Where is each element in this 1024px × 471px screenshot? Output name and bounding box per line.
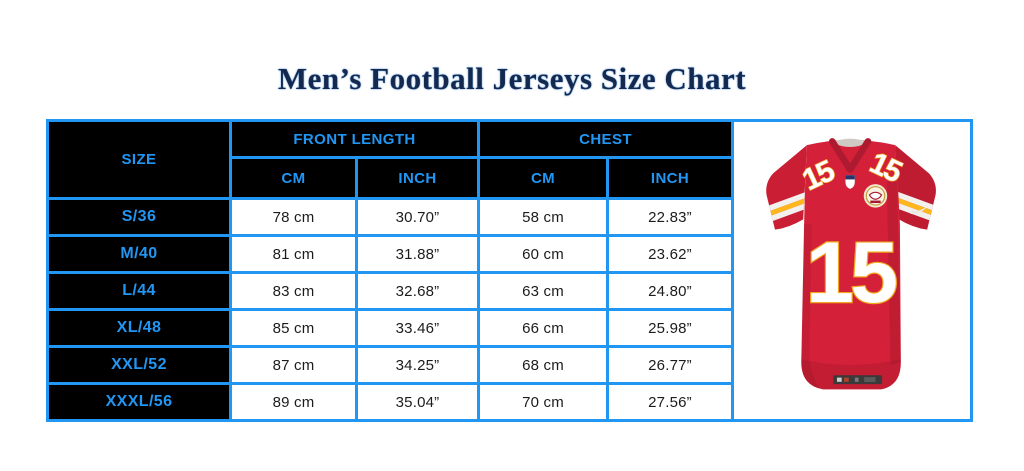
size-label: XXL/52 — [46, 345, 232, 385]
jersey-image: 15 15 15 — [766, 137, 936, 389]
front-inch-value: 31.88” — [354, 234, 481, 274]
jersey-front-number: 15 — [806, 224, 896, 320]
front-inch-value: 32.68” — [354, 271, 481, 311]
header-front-cm: CM — [229, 156, 358, 200]
jersey-image-panel: 15 15 15 — [734, 119, 974, 422]
chest-cm-value: 66 cm — [477, 308, 610, 348]
table-header-row-groups: SIZE FRONT LENGTH CHEST — [46, 119, 735, 200]
chest-cm-value: 68 cm — [477, 345, 610, 385]
nfl-shield-icon — [845, 174, 855, 189]
front-cm-value: 81 cm — [229, 234, 358, 274]
chiefs-patch-icon — [863, 183, 888, 208]
right-sleeve-stripes — [895, 187, 936, 230]
header-front-inch: INCH — [354, 156, 481, 200]
header-front-length: FRONT LENGTH — [228, 119, 481, 159]
size-label: L/44 — [46, 271, 232, 311]
front-cm-value: 83 cm — [229, 271, 358, 311]
table-row-m40: M/40 81 cm 31.88” 60 cm 23.62” — [46, 234, 735, 274]
front-cm-value: 89 cm — [229, 382, 358, 422]
chest-cm-value: 70 cm — [477, 382, 610, 422]
jersey-side-shade-right — [886, 181, 901, 365]
size-label: XL/48 — [46, 308, 232, 348]
front-cm-value: 87 cm — [229, 345, 358, 385]
size-label: S/36 — [46, 197, 232, 237]
chest-cm-value: 58 cm — [477, 197, 610, 237]
chest-inch-value: 27.56” — [606, 382, 735, 422]
chest-inch-value: 22.83” — [606, 197, 735, 237]
header-chest-inch: INCH — [606, 156, 735, 200]
front-inch-value: 30.70” — [354, 197, 481, 237]
chest-inch-value: 23.62” — [606, 234, 735, 274]
jersey-vneck-trim — [829, 137, 872, 173]
front-cm-value: 78 cm — [229, 197, 358, 237]
header-chest: CHEST — [477, 119, 735, 159]
size-label: M/40 — [46, 234, 232, 274]
hem-tag — [833, 374, 883, 384]
size-label: XXXL/56 — [46, 382, 232, 422]
table-row-s36: S/36 78 cm 30.70” 58 cm 22.83” — [46, 197, 735, 237]
table-row-xxl52: XXL/52 87 cm 34.25” 68 cm 26.77” — [46, 345, 735, 385]
table-row-l44: L/44 83 cm 32.68” 63 cm 24.80” — [46, 271, 735, 311]
front-inch-value: 35.04” — [354, 382, 481, 422]
chest-cm-value: 63 cm — [477, 271, 610, 311]
chest-cm-value: 60 cm — [477, 234, 610, 274]
table-header-row-units: CM INCH CM INCH — [48, 156, 735, 200]
chest-inch-value: 26.77” — [606, 345, 735, 385]
chest-inch-value: 24.80” — [606, 271, 735, 311]
table-row-xl48: XL/48 85 cm 33.46” 66 cm 25.98” — [46, 308, 735, 348]
jersey-inner-collar — [832, 138, 868, 147]
front-inch-value: 33.46” — [354, 308, 481, 348]
size-chart-table: SIZE FRONT LENGTH CHEST CM INCH CM INCH … — [46, 119, 735, 422]
table-row-xxxl56: XXXL/56 89 cm 35.04” 70 cm 27.56” — [46, 382, 735, 422]
header-chest-cm: CM — [477, 156, 610, 200]
size-chart-container: SIZE FRONT LENGTH CHEST CM INCH CM INCH … — [46, 119, 974, 422]
nike-swoosh-icon — [910, 204, 929, 214]
chest-inch-value: 25.98” — [606, 308, 735, 348]
header-size: SIZE — [46, 119, 232, 200]
page-title: Men’s Football Jerseys Size Chart — [277, 60, 747, 96]
jersey-side-shade-left — [801, 223, 820, 388]
front-cm-value: 85 cm — [229, 308, 358, 348]
front-inch-value: 34.25” — [354, 345, 481, 385]
